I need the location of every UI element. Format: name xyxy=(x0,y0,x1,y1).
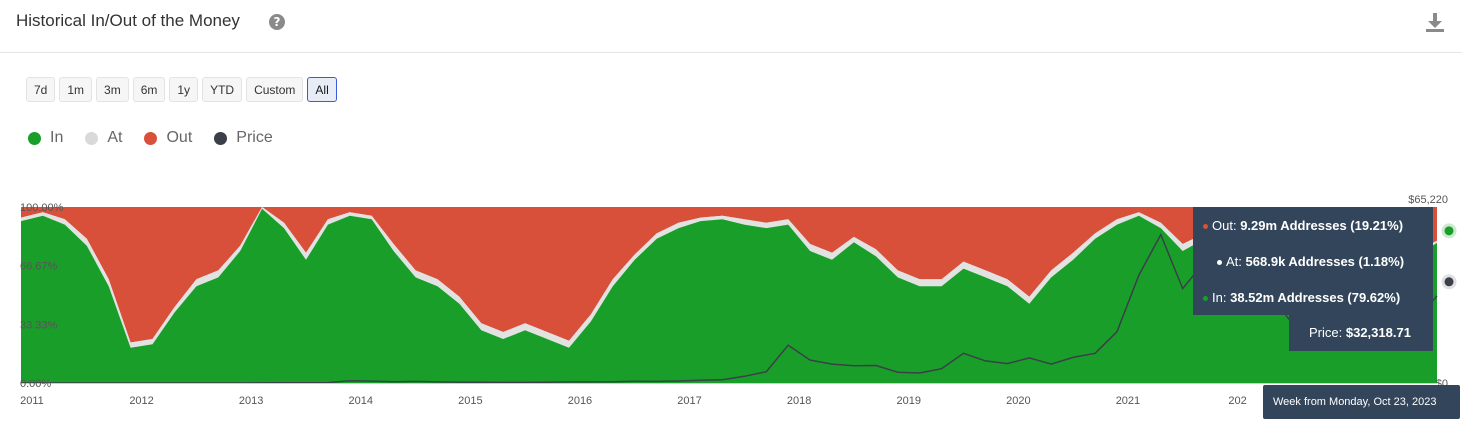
page-title: Historical In/Out of the Money xyxy=(16,11,240,30)
range-6m-button[interactable]: 6m xyxy=(132,77,166,102)
x-tick-label: 2019 xyxy=(896,395,920,407)
download-icon[interactable] xyxy=(1424,12,1446,34)
tooltip-price-value: $32,318.71 xyxy=(1345,325,1411,340)
series-in-area xyxy=(21,208,1437,383)
y-right-tick-label: $65,220 xyxy=(1408,194,1448,206)
tooltip: Out: 9.29m Addresses (19.21%) At: 568.9k… xyxy=(1193,207,1433,315)
legend-label-in: In xyxy=(50,129,64,146)
tooltip-price-label: Price: xyxy=(1309,325,1343,340)
x-axis: 2011 2012 2013 2014 2015 2016 2017 2018 2019 2020… xyxy=(20,383,1437,407)
plot-group xyxy=(21,207,1438,384)
x-tick-label: 2020 xyxy=(1006,395,1030,407)
legend-dot-price xyxy=(214,131,228,145)
range-selector: 7d 1m 3m 6m 1y YTD Custom All xyxy=(26,77,337,102)
x-tick-label: 2012 xyxy=(129,395,153,407)
legend-dot-in xyxy=(28,131,41,145)
y-tick-label: 66.67% xyxy=(20,261,58,273)
tooltip-week: Week from Monday, Oct 23, 2023 xyxy=(1263,385,1460,419)
range-1m-button[interactable]: 1m xyxy=(59,77,93,102)
x-tick-label: 202 xyxy=(1228,395,1246,407)
marker-in xyxy=(1441,223,1457,239)
y-tick-label: 33.33% xyxy=(20,319,58,331)
tooltip-at-value: 568.9k Addresses (1.18%) xyxy=(1245,254,1405,269)
tooltip-at-dot xyxy=(1217,260,1222,266)
range-all-button[interactable]: All xyxy=(307,77,337,102)
x-tick-label: 2013 xyxy=(239,395,263,407)
header: Historical In/Out of the Money ? xyxy=(0,0,1462,53)
marker-price xyxy=(1441,274,1457,290)
y-tick-label: 0.00% xyxy=(20,378,51,390)
x-tick-label: 2015 xyxy=(458,395,482,407)
legend-label-out: Out xyxy=(166,129,193,146)
legend-dot-at xyxy=(85,131,99,145)
tooltip-in-row: In: 38.52m Addresses (79.62%) xyxy=(1203,290,1400,305)
range-1y-button[interactable]: 1y xyxy=(169,77,199,102)
x-tick-label: 2016 xyxy=(568,395,592,407)
legend: In At Out Price xyxy=(28,129,273,147)
legend-item-price[interactable]: Price xyxy=(214,129,273,147)
tooltip-out-dot xyxy=(1203,224,1208,230)
tooltip-price: Price: $32,318.71 xyxy=(1289,314,1433,351)
legend-label-at: At xyxy=(107,129,123,146)
tooltip-at-row: At: 568.9k Addresses (1.18%) xyxy=(1217,254,1404,269)
tooltip-out-value: 9.29m Addresses (19.21%) xyxy=(1240,218,1404,233)
y-tick-label: 100.00% xyxy=(20,202,64,214)
range-7d-button[interactable]: 7d xyxy=(26,77,56,102)
range-ytd-button[interactable]: YTD xyxy=(202,77,243,102)
series-price-line xyxy=(21,225,1438,384)
tooltip-out-row: Out: 9.29m Addresses (19.21%) xyxy=(1203,218,1403,233)
tooltip-in-label: In: xyxy=(1212,290,1227,305)
legend-label-price: Price xyxy=(236,129,273,146)
x-tick-label: 2014 xyxy=(349,395,373,407)
hover-markers xyxy=(1441,223,1457,290)
legend-item-out[interactable]: Out xyxy=(144,129,192,147)
y-axis: 0.00% 33.33% 66.67% 100.00% xyxy=(20,202,64,390)
tooltip-out-label: Out: xyxy=(1212,218,1237,233)
x-tick-label: 2017 xyxy=(677,395,701,407)
range-3m-button[interactable]: 3m xyxy=(96,77,129,102)
tooltip-in-value: 38.52m Addresses (79.62%) xyxy=(1230,290,1401,305)
x-tick-label: 2018 xyxy=(787,395,811,407)
legend-dot-out xyxy=(144,131,158,145)
x-tick-label: 2021 xyxy=(1116,395,1140,407)
legend-item-at[interactable]: At xyxy=(85,129,122,147)
tooltip-in-dot xyxy=(1203,296,1208,302)
tooltip-at-label: At: xyxy=(1226,254,1242,269)
series-out-area xyxy=(21,207,1437,343)
chart-area[interactable]: 2011 2012 2013 2014 2015 2016 2017 2018 2019 2020… xyxy=(0,190,1462,423)
x-tick-label: 2011 xyxy=(20,395,44,407)
legend-item-in[interactable]: In xyxy=(28,129,63,147)
help-icon[interactable]: ? xyxy=(269,14,285,30)
range-custom-button[interactable]: Custom xyxy=(246,77,304,102)
